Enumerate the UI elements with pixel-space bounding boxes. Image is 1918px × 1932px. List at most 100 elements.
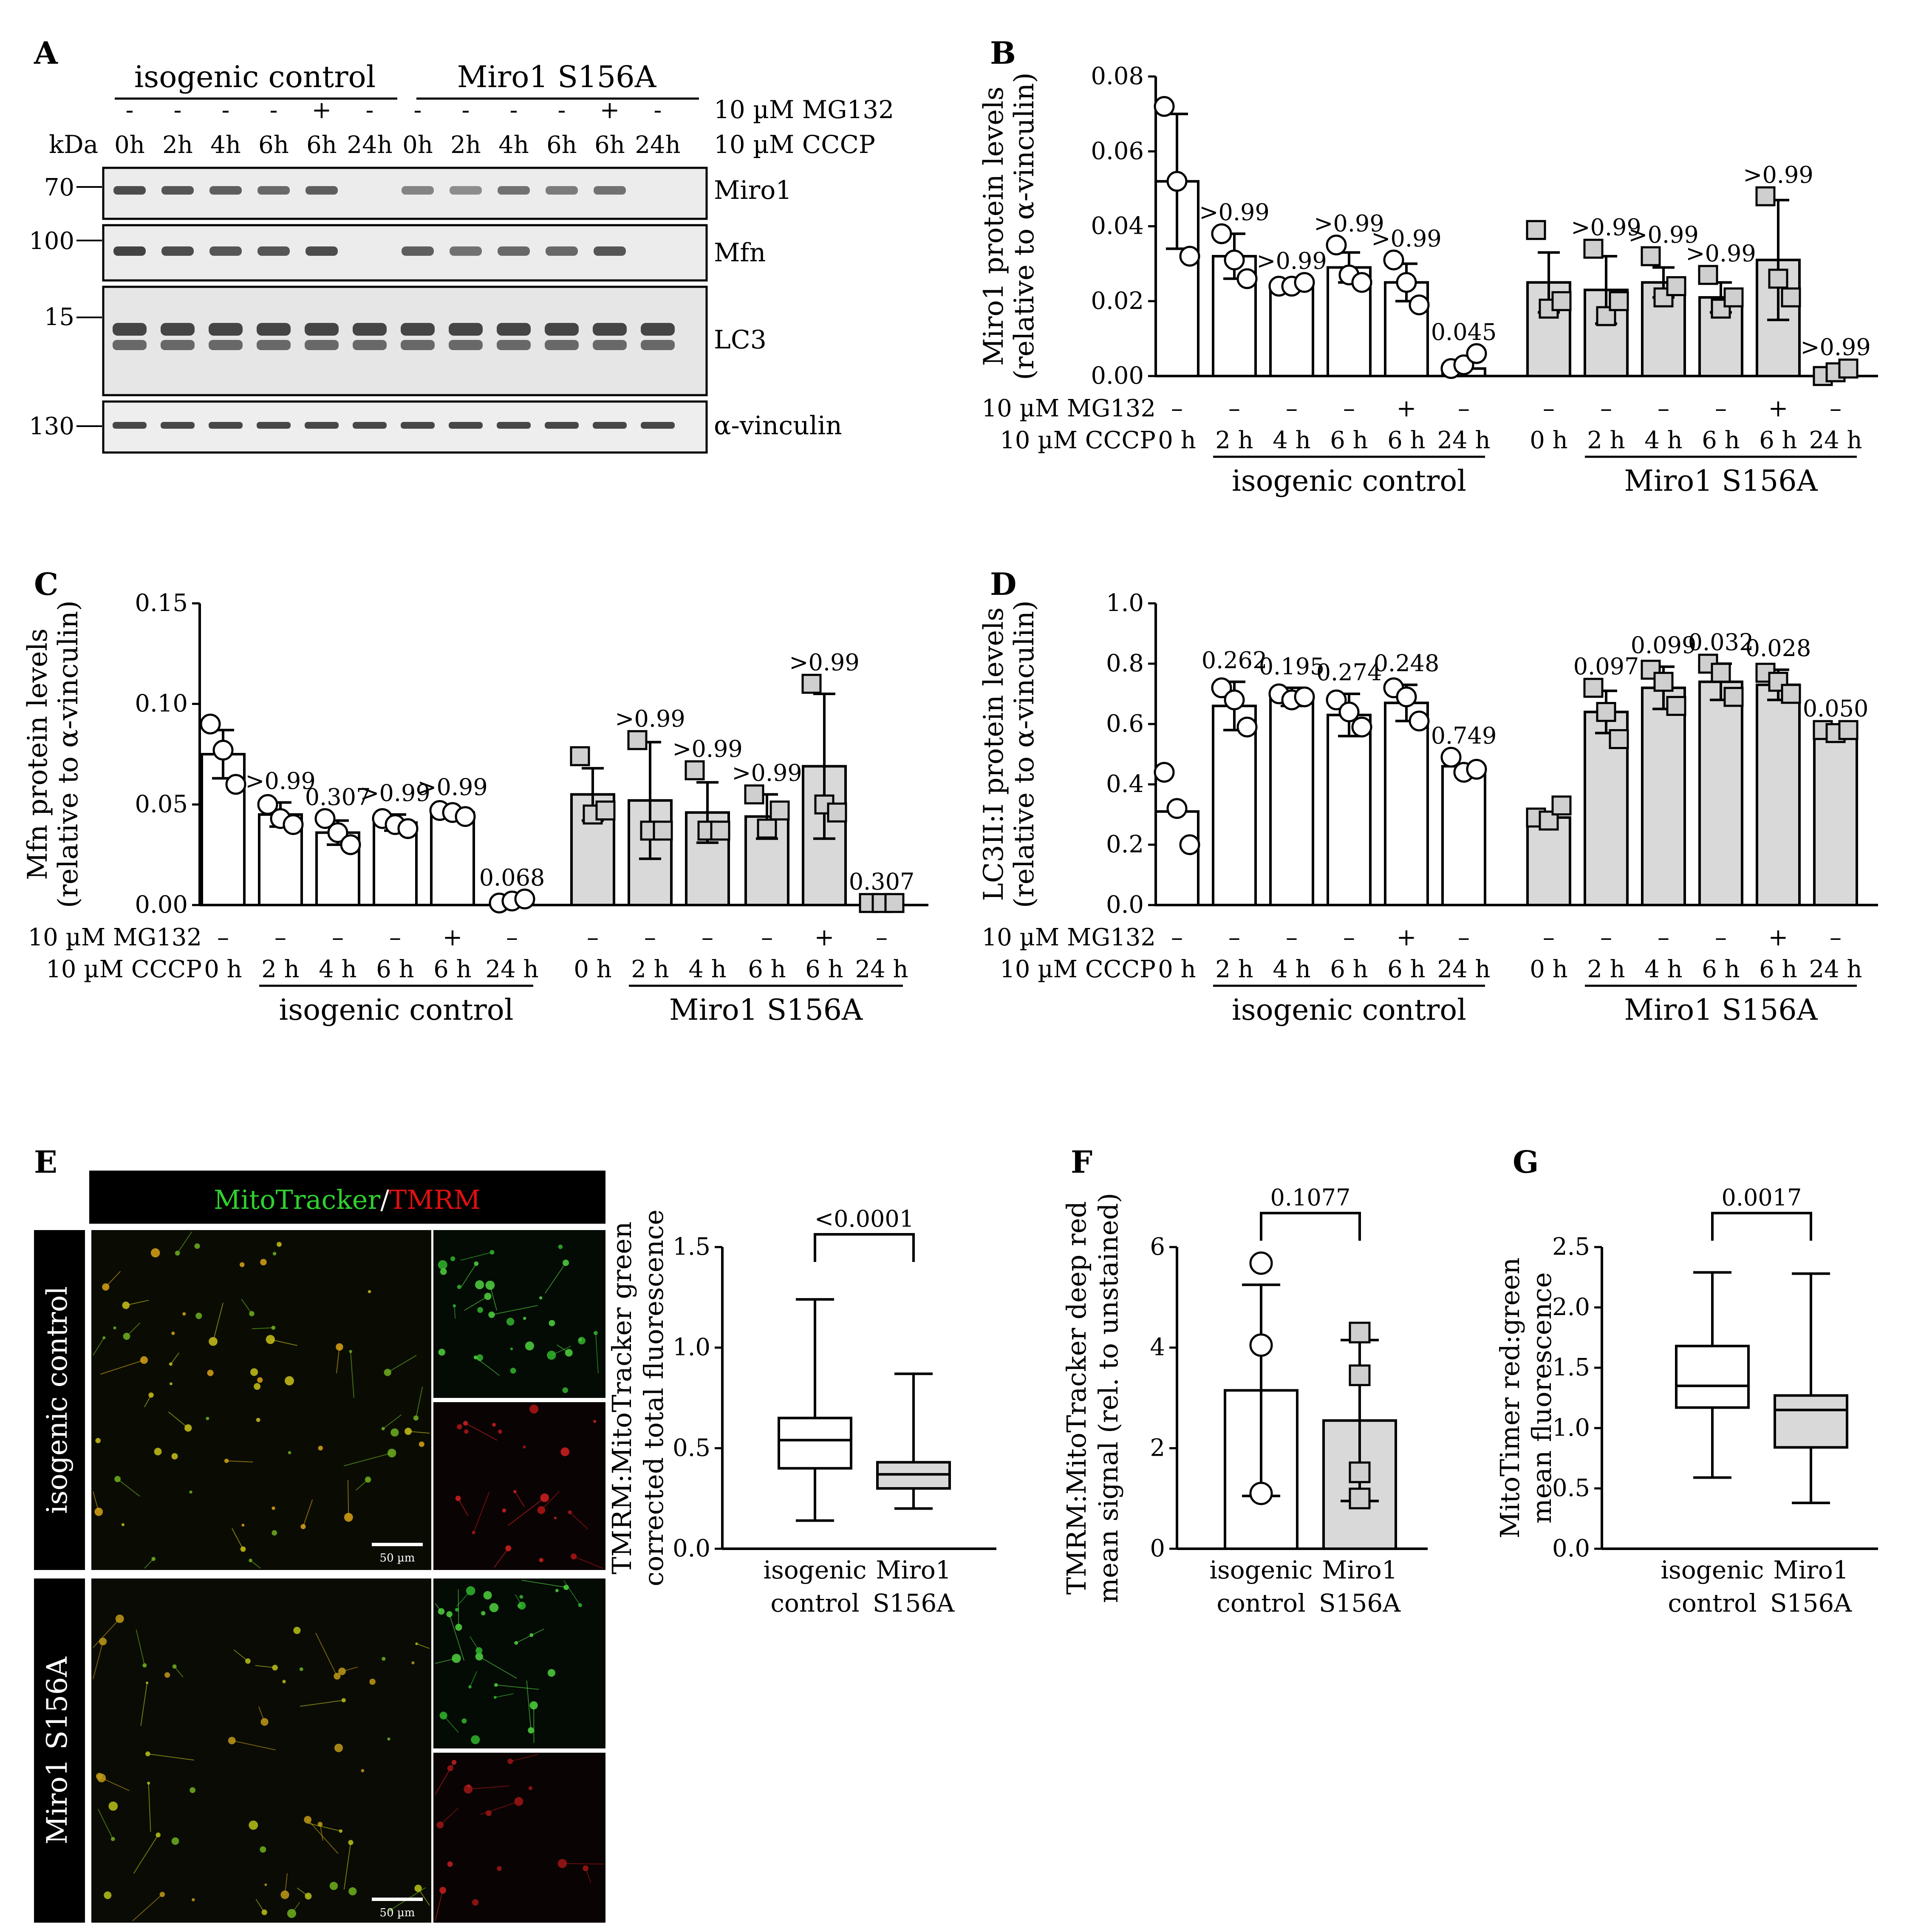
y-tick-label: 0.06 — [1091, 137, 1144, 165]
blot-time-label: 0h — [402, 131, 433, 159]
time-label: 6 h — [1387, 956, 1426, 983]
time-label: 0 h — [1530, 427, 1568, 454]
micrograph-neurite — [241, 1298, 252, 1314]
micrograph-neurite — [473, 1492, 490, 1533]
micrograph-cell — [523, 1317, 526, 1320]
blot-cccp-label: 10 µM CCCP — [714, 130, 875, 159]
data-point — [884, 893, 905, 913]
data-point — [1249, 1251, 1273, 1275]
y-axis-label: mean signal (rel. to unstained) — [1093, 1193, 1124, 1603]
micrograph-neurite — [491, 1305, 538, 1315]
micrograph-neurite — [342, 1666, 358, 1672]
data-point — [1211, 677, 1232, 699]
y-tick-label: 2 — [1150, 1434, 1165, 1462]
data-point — [710, 820, 730, 841]
micrograph-neurite — [168, 1411, 189, 1428]
micrograph-cell — [555, 1589, 559, 1593]
group-label: isogenic control — [1232, 993, 1466, 1027]
time-label: 6 h — [748, 956, 786, 983]
mg132-mark: – — [1658, 924, 1669, 951]
p-value-label: 0.262 — [1202, 647, 1267, 674]
y-axis-label: Mfn protein levels — [22, 628, 54, 880]
band-vinculin — [113, 422, 147, 429]
blot-mg132-mark: - — [462, 96, 470, 124]
micrograph-neurite — [495, 1693, 514, 1698]
time-label: 6 h — [805, 956, 843, 983]
micrograph-cell — [368, 1290, 371, 1293]
y-axis-label: LC3II:I protein levels — [978, 607, 1010, 901]
blot-group-label-control: isogenic control — [134, 59, 376, 94]
data-point — [212, 740, 234, 761]
time-label: 2 h — [1215, 956, 1253, 983]
mg132-mark: – — [644, 924, 656, 951]
blot-group-label-mutant: Miro1 S156A — [457, 59, 657, 94]
group-label: isogenic control — [1232, 464, 1466, 498]
micrograph-neurite — [350, 1351, 354, 1398]
data-point — [1349, 1364, 1371, 1386]
micrograph-cell — [241, 1524, 245, 1527]
mg132-mark: + — [443, 924, 463, 951]
micrograph-cell — [150, 1248, 160, 1258]
blot-name-vinculin: α-vinculin — [714, 411, 842, 441]
micrograph-neurite — [521, 1580, 566, 1588]
micrograph-cell — [171, 1453, 178, 1460]
mg132-mark: – — [274, 924, 286, 951]
bar — [1212, 704, 1257, 907]
p-value-label: >0.99 — [1743, 161, 1813, 188]
micrograph-neurite — [464, 1296, 488, 1311]
micrograph-cell — [239, 1262, 245, 1267]
micrograph-merge-control — [91, 1230, 431, 1570]
micrograph-row-label-bg-mutant — [34, 1578, 85, 1923]
data-point — [257, 794, 278, 815]
y-tick-label: 1.0 — [1552, 1414, 1590, 1442]
micrograph-cell — [489, 1603, 499, 1612]
y-tick-label: 1.0 — [673, 1334, 710, 1361]
y-axis-label: (relative to α-vinculin) — [1009, 600, 1040, 908]
mg132-mark: – — [1343, 924, 1355, 951]
data-point — [1179, 246, 1200, 267]
group-label: isogenic — [1209, 1556, 1313, 1584]
p-value-label: 0.050 — [1803, 695, 1869, 722]
time-label: 24 h — [485, 956, 538, 983]
micrograph-cell — [452, 1654, 461, 1663]
micrograph-neurite — [252, 1327, 274, 1329]
p-value-label: >0.99 — [360, 780, 430, 806]
y-tick-label: 1.0 — [1106, 589, 1144, 617]
band-mfn — [498, 246, 530, 256]
micrograph-cell — [464, 1785, 473, 1794]
y-tick-label: 0.8 — [1106, 650, 1144, 677]
y-tick-label: 0.00 — [135, 891, 188, 919]
micrograph-cell — [140, 1356, 148, 1364]
data-point — [769, 801, 790, 821]
micrograph-cell — [170, 1382, 173, 1386]
box — [778, 1417, 852, 1470]
micrograph-neurite — [343, 1452, 392, 1466]
bar — [1698, 680, 1743, 906]
time-label: 2 h — [1215, 427, 1253, 454]
micrograph-cell — [467, 1784, 470, 1788]
micrograph-cell — [277, 1242, 282, 1247]
micrograph-neurite — [343, 1842, 351, 1890]
bar — [1813, 729, 1858, 906]
band-lc3-ii — [353, 340, 387, 350]
band-mfn — [594, 246, 626, 256]
time-label: 6 h — [1702, 956, 1740, 983]
data-point — [397, 818, 419, 839]
micrograph-neurite — [435, 1603, 442, 1612]
data-point — [1723, 287, 1744, 308]
micrograph-cell — [514, 1641, 518, 1645]
micrograph-cell — [164, 1672, 170, 1678]
mg132-mark: – — [1543, 924, 1555, 951]
y-tick-label: 0.15 — [135, 589, 188, 617]
micrograph-cell — [438, 1349, 446, 1356]
micrograph-cell — [455, 1607, 459, 1612]
micrograph-neurite — [489, 1285, 498, 1311]
time-label: 0 h — [1158, 427, 1196, 454]
micrograph-cell — [171, 1331, 175, 1335]
cccp-row-label: 10 µM CCCP — [1000, 427, 1156, 454]
band-lc3-ii — [593, 340, 627, 350]
blot-mg132-mark: - — [510, 96, 518, 124]
bar — [1269, 285, 1314, 377]
band-vinculin — [449, 422, 483, 429]
mg132-mark: – — [702, 924, 713, 951]
